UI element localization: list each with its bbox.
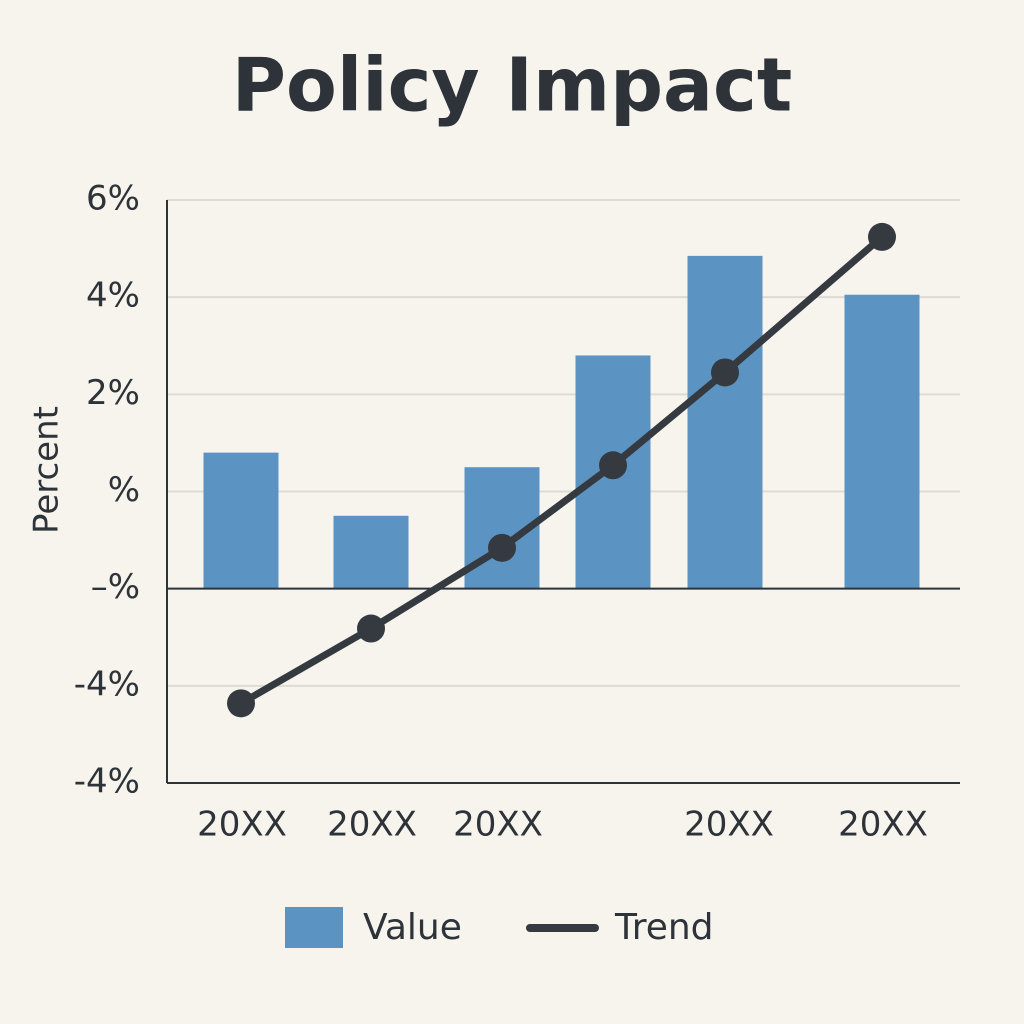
y-tick-label: -4% <box>74 664 140 704</box>
x-tick-label: 20XX <box>684 805 774 845</box>
plot <box>167 222 960 718</box>
trend-point <box>868 222 896 251</box>
legend-swatch <box>285 907 343 948</box>
y-tick-label: % <box>108 470 140 510</box>
trend-point <box>357 614 385 643</box>
trend-line <box>239 234 885 707</box>
y-tick-label: -4% <box>74 762 140 802</box>
trend-point <box>227 689 255 718</box>
bar <box>203 452 279 589</box>
trend-point <box>488 533 516 562</box>
y-tick-label: 6% <box>86 179 140 219</box>
y-tick-label: –% <box>91 567 140 607</box>
bar <box>333 515 409 589</box>
y-axis-label: Percent <box>27 406 67 534</box>
bar <box>687 255 763 589</box>
y-tick-label: 4% <box>86 276 140 316</box>
x-tick-label: 20XX <box>838 805 928 845</box>
x-tick-label: 20XX <box>453 805 543 845</box>
chart-title: Policy Impact <box>232 43 792 129</box>
x-tick-label: 20XX <box>197 805 287 845</box>
trend-point <box>599 451 627 480</box>
legend-label: Trend <box>614 907 714 948</box>
legend-label: Value <box>363 907 462 948</box>
legend: Value Trend <box>285 907 714 948</box>
grid: 6% 4% 2%% –% -4% -4% 20XX 20XX 20XX 20XX 20XX <box>74 179 960 845</box>
y-tick-label: 2% <box>86 373 140 413</box>
x-tick-label: 20XX <box>327 805 417 845</box>
bar <box>844 294 920 589</box>
trend-point <box>711 358 739 387</box>
